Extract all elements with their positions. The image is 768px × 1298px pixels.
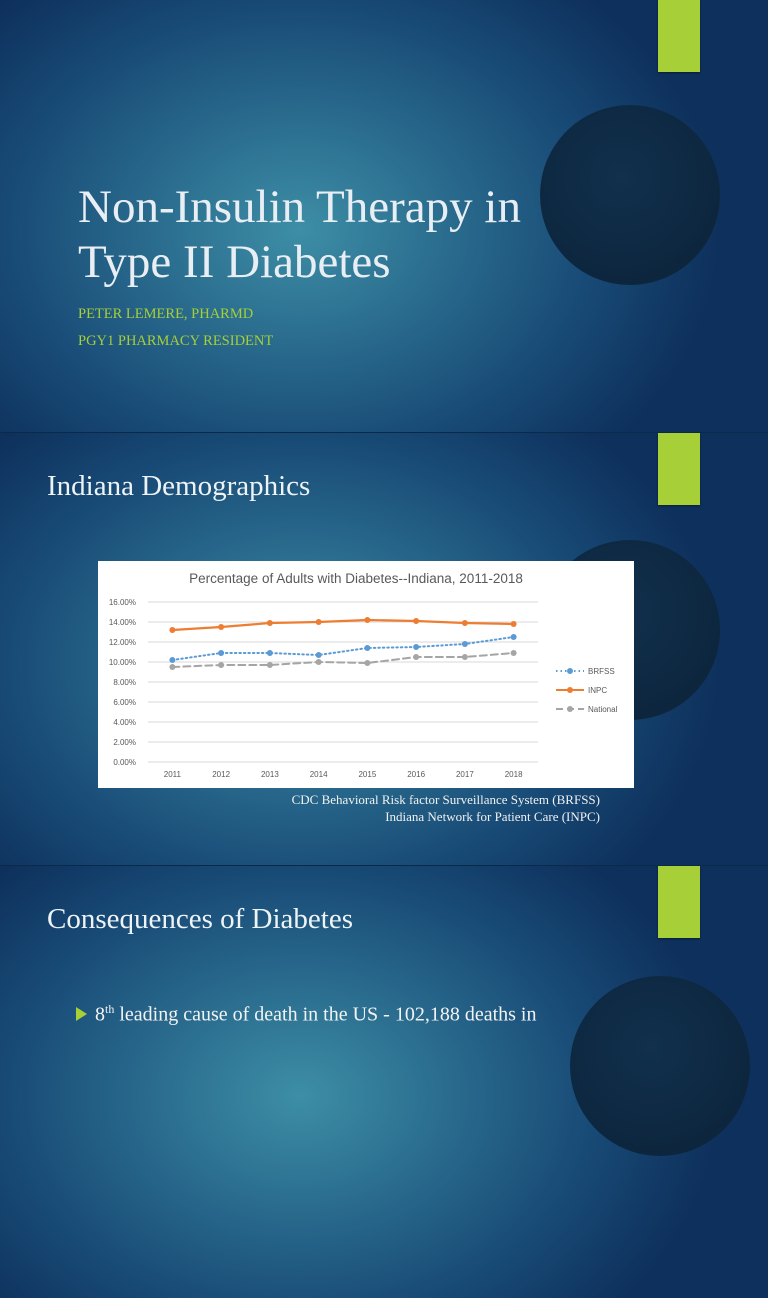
slide-title: Non-Insulin Therapy in Type II Diabetes … xyxy=(0,0,768,432)
legend-label: National xyxy=(588,705,618,714)
source-inpc: Indiana Network for Patient Care (INPC) xyxy=(385,809,600,824)
series-line-brfss xyxy=(171,636,515,661)
data-point-brfss xyxy=(266,650,273,656)
data-point-brfss xyxy=(461,641,468,647)
data-point-brfss xyxy=(510,634,517,640)
data-point-brfss xyxy=(315,652,322,658)
legend-marker xyxy=(567,687,573,693)
data-point-inpc xyxy=(364,617,371,623)
data-point-national xyxy=(266,662,273,668)
x-tick-label: 2012 xyxy=(212,770,230,779)
x-tick-label: 2015 xyxy=(358,770,376,779)
bullet-arrow-icon xyxy=(76,1006,87,1021)
data-point-national xyxy=(315,659,322,665)
y-tick-label: 4.00% xyxy=(113,718,136,727)
y-tick-label: 16.00% xyxy=(109,598,136,607)
data-point-inpc xyxy=(218,624,225,630)
data-point-national xyxy=(461,654,468,660)
accent-bar xyxy=(658,866,700,938)
legend-marker xyxy=(567,706,573,712)
x-tick-label: 2013 xyxy=(261,770,279,779)
data-point-national xyxy=(169,664,176,670)
data-point-brfss xyxy=(218,650,225,656)
legend-label: BRFSS xyxy=(588,667,615,676)
legend-marker xyxy=(567,668,573,674)
data-point-brfss xyxy=(413,644,420,650)
presenter-name: PETER LEMERE, PHARMD xyxy=(78,306,254,322)
x-tick-label: 2018 xyxy=(505,770,523,779)
presenter-role: PGY1 PHARMACY RESIDENT xyxy=(78,333,274,349)
slide-title: Indiana Demographics xyxy=(47,470,311,502)
y-tick-label: 10.00% xyxy=(109,658,136,667)
bullet-item: 8th leading cause of death in the US - 1… xyxy=(76,1002,536,1027)
series-line-inpc xyxy=(171,618,515,632)
slide-title: Consequences of Diabetes xyxy=(47,903,354,935)
bullet-text: leading cause of death in the US - 102,1… xyxy=(114,1003,537,1026)
decorative-circle xyxy=(540,105,720,285)
series-line-national xyxy=(171,652,515,668)
y-tick-label: 6.00% xyxy=(113,698,136,707)
slide-consequences: Consequences of Diabetes 8th leading cau… xyxy=(0,866,768,1298)
data-point-inpc xyxy=(510,621,517,627)
legend-label: INPC xyxy=(588,686,607,695)
chart-svg: Percentage of Adults with Diabetes--Indi… xyxy=(109,571,618,779)
chart-title: Percentage of Adults with Diabetes--Indi… xyxy=(189,571,523,586)
data-point-inpc xyxy=(315,619,322,625)
y-tick-label: 14.00% xyxy=(109,618,136,627)
accent-bar xyxy=(658,0,700,72)
x-tick-label: 2011 xyxy=(164,770,182,779)
accent-bar xyxy=(658,433,700,505)
x-tick-label: 2017 xyxy=(456,770,474,779)
decorative-circle xyxy=(570,976,750,1156)
bullet-ordinal-suffix: th xyxy=(105,1002,115,1016)
data-point-national xyxy=(218,662,225,668)
data-point-brfss xyxy=(364,645,371,651)
data-point-inpc xyxy=(266,620,273,626)
data-point-national xyxy=(364,660,371,666)
data-point-inpc xyxy=(413,618,420,624)
y-tick-label: 8.00% xyxy=(113,678,136,687)
y-tick-label: 12.00% xyxy=(109,638,136,647)
bullet-ordinal: 8 xyxy=(95,1003,105,1026)
data-point-national xyxy=(510,650,517,656)
data-point-inpc xyxy=(169,627,176,633)
y-tick-label: 2.00% xyxy=(113,738,136,747)
presentation-title: Non-Insulin Therapy in Type II Diabetes xyxy=(78,181,521,288)
data-point-brfss xyxy=(169,657,176,663)
x-tick-label: 2014 xyxy=(310,770,328,779)
y-tick-label: 0.00% xyxy=(113,758,136,767)
line-chart: Percentage of Adults with Diabetes--Indi… xyxy=(98,561,634,788)
data-point-national xyxy=(413,654,420,660)
slide-demographics: Indiana Demographics Percentage of Adult… xyxy=(0,433,768,865)
source-brfss: CDC Behavioral Risk factor Surveillance … xyxy=(291,792,600,807)
data-point-inpc xyxy=(461,620,468,626)
x-tick-label: 2016 xyxy=(407,770,425,779)
